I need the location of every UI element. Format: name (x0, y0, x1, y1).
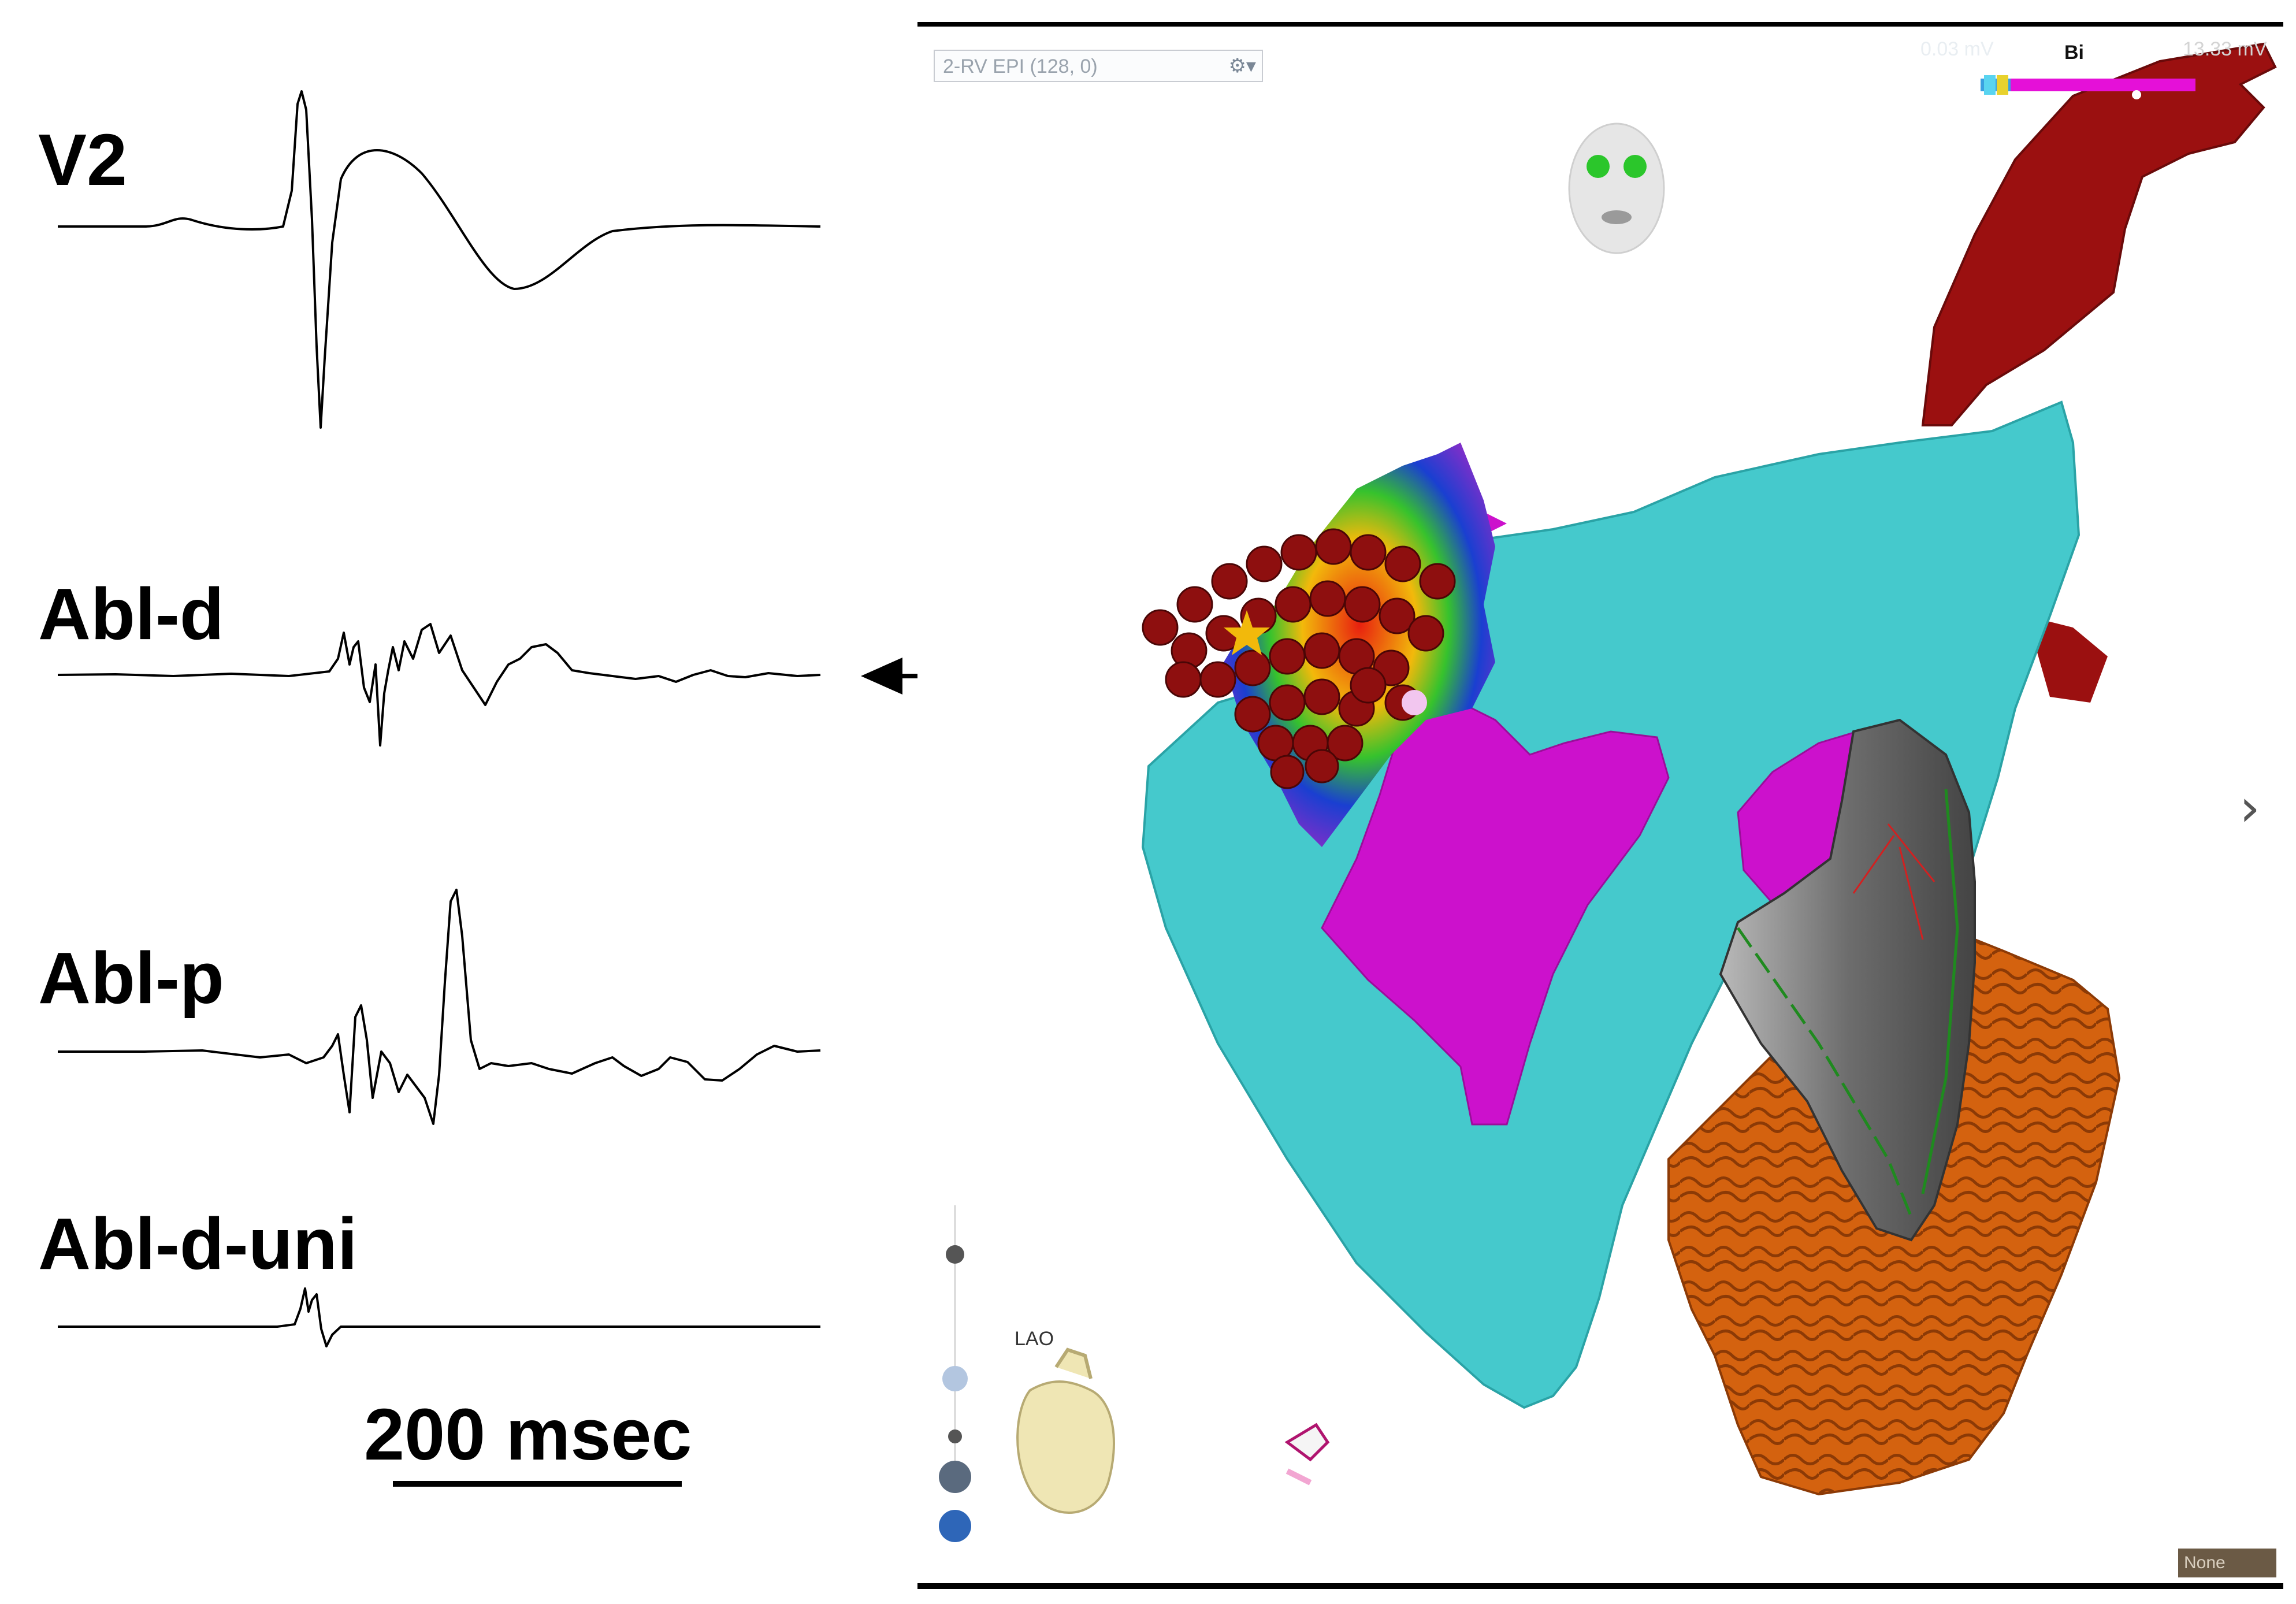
trace-abl-d (57, 623, 821, 747)
scale-mode-label: Bi (2064, 42, 2084, 64)
scale-high-label: 13.33 mV (2183, 38, 2267, 60)
trace-label-v2: V2 (38, 119, 128, 200)
scale-bar-label: 200 msec (364, 1394, 692, 1475)
trace-abl-p (58, 889, 821, 1125)
trace-abl-d-uni (58, 1287, 820, 1347)
overlay-select-text: None (2184, 1553, 2226, 1572)
trace-label-abl-p: Abl-p (38, 937, 224, 1019)
scale-min-value: 0.53 (1920, 99, 1961, 123)
trace-label-abl-d: Abl-d (38, 573, 224, 655)
trace-label-abl-d-uni: Abl-d-uni (38, 1203, 358, 1284)
voltage-color-scale (1981, 75, 2195, 99)
aorta (1921, 42, 2277, 426)
scale-max-value: 1.52 (1991, 99, 2032, 123)
scale-low-label: 0.03 mV (1920, 38, 1994, 60)
orientation-face-icon (1568, 122, 1665, 254)
map-panel[interactable]: 2-RV EPI (128, 0) ⚙▾ 0.03 mV Bi 13.33 mV… (917, 22, 2283, 1589)
mini-heart-icon (1016, 1347, 1115, 1514)
scar-region-1 (1321, 696, 1670, 1126)
catheter (1719, 718, 1976, 1242)
orientation-label: LAO (1015, 1328, 1054, 1350)
overlay-select[interactable]: None (2178, 1549, 2276, 1577)
map-selector[interactable]: 2-RV EPI (128, 0) ⚙▾ (934, 50, 1263, 82)
trace-v2 (58, 90, 821, 429)
zoom-controls (939, 1205, 971, 1542)
chevron-down-icon[interactable]: ⚙▾ (1228, 55, 1256, 77)
catheter-tip-icon (1284, 1423, 1330, 1486)
chevron-right-icon[interactable]: › (2239, 778, 2260, 838)
arrow-head (861, 658, 902, 695)
map-selector-text: 2-RV EPI (128, 0) (943, 55, 1098, 77)
electrogram-traces (57, 90, 924, 1487)
heart-3d-map[interactable] (917, 27, 2283, 1589)
